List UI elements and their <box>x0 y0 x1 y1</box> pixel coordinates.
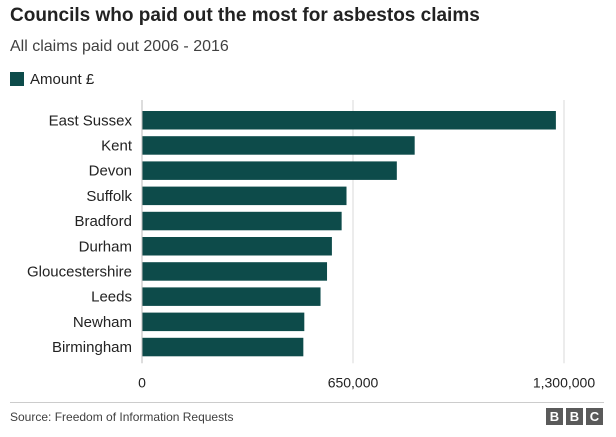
category-label: Kent <box>101 137 133 154</box>
bar <box>142 312 305 332</box>
bar <box>142 262 328 281</box>
legend: Amount £ <box>10 70 94 88</box>
x-tick-label: 650,000 <box>328 374 379 390</box>
bar <box>142 237 332 256</box>
category-label: Bradford <box>74 213 132 230</box>
bar-chart: East Sussex Kent Devon Suffolk Bradford Durha… <box>27 100 595 390</box>
bar <box>142 161 397 180</box>
category-label: Devon <box>89 163 132 180</box>
bar <box>142 211 342 231</box>
category-label: East Sussex <box>49 112 133 129</box>
x-tick-label: 1,300,000 <box>533 374 595 390</box>
bbc-logo: B B C <box>546 408 603 425</box>
chart-subtitle: All claims paid out 2006 - 2016 <box>10 38 229 55</box>
category-label: Durham <box>79 238 132 255</box>
bar <box>142 287 321 306</box>
bar <box>142 337 304 357</box>
bar <box>142 186 347 206</box>
footer-divider <box>10 402 604 403</box>
chart-title: Councils who paid out the most for asbes… <box>10 5 480 26</box>
category-label: Birmingham <box>52 339 132 356</box>
category-label: Gloucestershire <box>27 263 132 280</box>
bar <box>142 136 415 155</box>
bbc-logo-block: B <box>566 408 583 425</box>
legend-swatch <box>10 72 24 86</box>
source-note: Source: Freedom of Information Requests <box>10 410 234 424</box>
category-label: Suffolk <box>86 188 132 205</box>
bbc-logo-block: B <box>546 408 563 425</box>
category-label: Leeds <box>91 289 132 306</box>
category-label: Newham <box>73 314 132 331</box>
legend-label: Amount £ <box>30 70 95 88</box>
x-tick-label: 0 <box>138 374 146 390</box>
bbc-logo-block: C <box>586 408 603 425</box>
bar <box>142 111 556 130</box>
